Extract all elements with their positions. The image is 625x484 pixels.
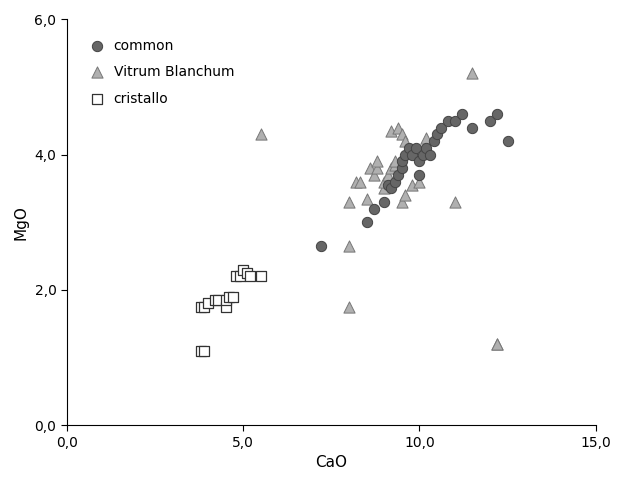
common xyxy=(468,124,478,132)
cristallo xyxy=(221,296,231,304)
Y-axis label: MgO: MgO xyxy=(14,205,29,240)
common xyxy=(382,181,392,189)
cristallo xyxy=(242,269,252,277)
common xyxy=(404,144,414,152)
Vitrum Blanchum xyxy=(386,164,396,172)
Vitrum Blanchum xyxy=(414,178,424,185)
common xyxy=(450,117,460,125)
common xyxy=(457,110,467,118)
Vitrum Blanchum xyxy=(256,131,266,138)
cristallo xyxy=(234,272,244,280)
common xyxy=(492,110,502,118)
cristallo xyxy=(214,296,224,304)
cristallo xyxy=(221,303,231,311)
Vitrum Blanchum xyxy=(382,171,392,179)
Vitrum Blanchum xyxy=(344,242,354,250)
common xyxy=(369,205,379,212)
common xyxy=(414,171,424,179)
Vitrum Blanchum xyxy=(386,127,396,135)
Vitrum Blanchum xyxy=(397,198,407,206)
Vitrum Blanchum xyxy=(361,195,371,202)
Vitrum Blanchum xyxy=(344,303,354,311)
Vitrum Blanchum xyxy=(492,340,502,348)
Vitrum Blanchum xyxy=(421,134,431,142)
common xyxy=(397,157,407,165)
common xyxy=(429,137,439,145)
Vitrum Blanchum xyxy=(372,164,382,172)
Vitrum Blanchum xyxy=(344,198,354,206)
cristallo xyxy=(245,272,255,280)
common xyxy=(432,131,442,138)
cristallo xyxy=(196,303,206,311)
Vitrum Blanchum xyxy=(408,181,418,189)
Vitrum Blanchum xyxy=(379,184,389,192)
Vitrum Blanchum xyxy=(379,178,389,185)
common xyxy=(379,198,389,206)
common xyxy=(414,157,424,165)
cristallo xyxy=(224,293,234,301)
cristallo xyxy=(199,303,209,311)
cristallo xyxy=(256,272,266,280)
Vitrum Blanchum xyxy=(492,340,502,348)
cristallo xyxy=(228,293,238,301)
common xyxy=(421,144,431,152)
Vitrum Blanchum xyxy=(351,178,361,185)
Legend: common, Vitrum Blanchum, cristallo: common, Vitrum Blanchum, cristallo xyxy=(84,34,238,110)
Vitrum Blanchum xyxy=(450,198,460,206)
common xyxy=(361,218,371,226)
Vitrum Blanchum xyxy=(397,131,407,138)
Vitrum Blanchum xyxy=(468,70,478,77)
cristallo xyxy=(199,347,209,355)
Vitrum Blanchum xyxy=(369,171,379,179)
common xyxy=(442,117,452,125)
common xyxy=(436,124,446,132)
Vitrum Blanchum xyxy=(365,164,375,172)
Vitrum Blanchum xyxy=(354,178,364,185)
common xyxy=(390,178,400,185)
common xyxy=(485,117,495,125)
Vitrum Blanchum xyxy=(401,137,411,145)
Vitrum Blanchum xyxy=(393,124,403,132)
Vitrum Blanchum xyxy=(401,191,411,199)
cristallo xyxy=(210,296,220,304)
common xyxy=(386,184,396,192)
cristallo xyxy=(196,347,206,355)
Vitrum Blanchum xyxy=(390,161,400,168)
cristallo xyxy=(231,272,241,280)
common xyxy=(393,171,403,179)
common xyxy=(503,137,512,145)
cristallo xyxy=(238,266,248,273)
common xyxy=(425,151,435,159)
Vitrum Blanchum xyxy=(372,157,382,165)
common xyxy=(316,242,326,250)
common xyxy=(397,164,407,172)
common xyxy=(408,151,418,159)
common xyxy=(418,151,428,159)
common xyxy=(411,144,421,152)
Vitrum Blanchum xyxy=(390,157,400,165)
X-axis label: CaO: CaO xyxy=(315,455,348,470)
cristallo xyxy=(203,300,213,307)
common xyxy=(401,151,411,159)
